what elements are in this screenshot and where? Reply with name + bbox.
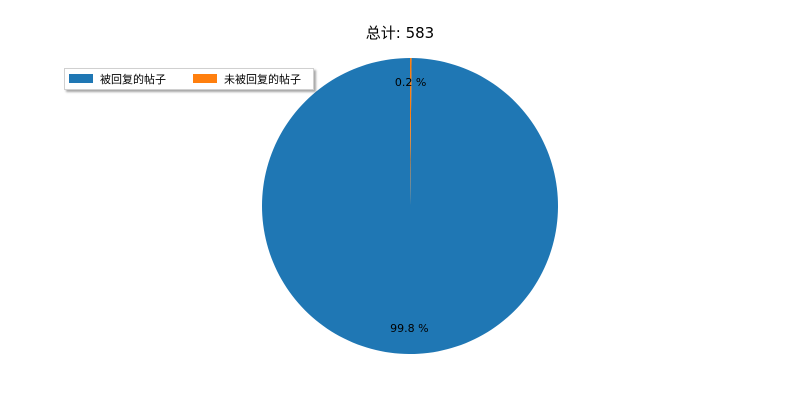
pie-percent-labels: 99.8 % 0.2 % [390, 76, 428, 335]
chart-title: 总计: 583 [365, 24, 435, 42]
legend-swatch-unreplied [193, 74, 217, 83]
pie-slices [261, 58, 558, 354]
pie-label-unreplied: 0.2 % [395, 76, 426, 89]
pie-slice-replied [261, 58, 558, 354]
legend-label-unreplied: 未被回复的帖子 [224, 73, 301, 86]
legend-swatch-replied [69, 74, 93, 83]
legend: 被回复的帖子 未被回复的帖子 [64, 68, 314, 90]
pie-slice-unreplied [410, 58, 412, 206]
pie-label-replied: 99.8 % [390, 322, 428, 335]
legend-label-replied: 被回复的帖子 [100, 73, 166, 86]
